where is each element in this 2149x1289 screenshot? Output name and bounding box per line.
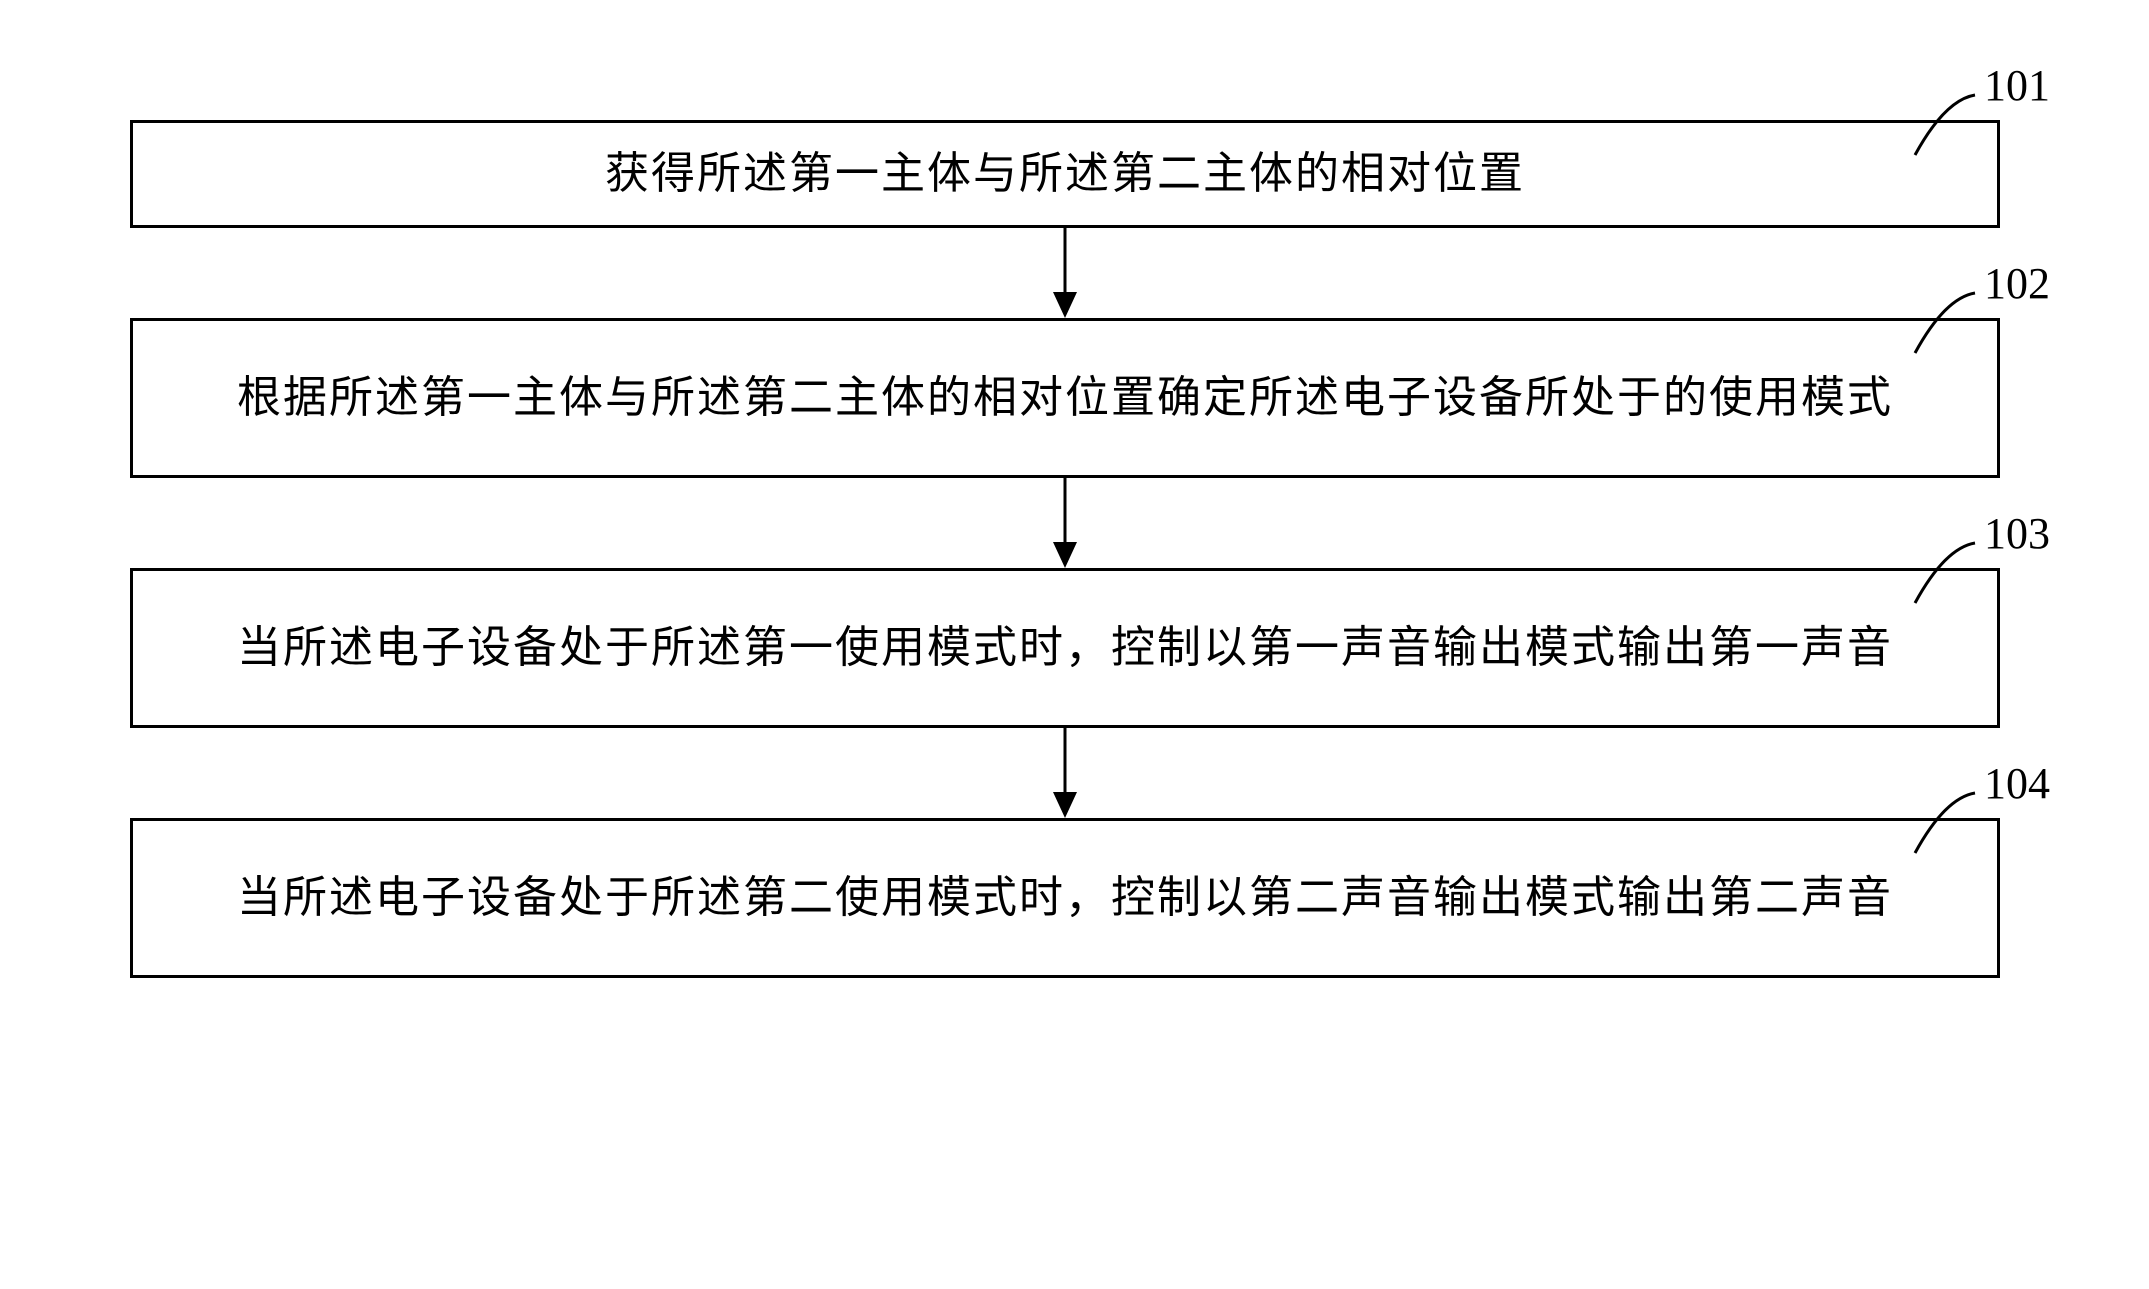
label-connector-arc xyxy=(1910,788,1980,858)
label-connector-arc xyxy=(1910,90,1980,160)
arrow-down-icon xyxy=(1045,228,1085,318)
step-box-102: 根据所述第一主体与所述第二主体的相对位置确定所述电子设备所处于的使用模式 xyxy=(130,318,2000,478)
step-text: 根据所述第一主体与所述第二主体的相对位置确定所述电子设备所处于的使用模式 xyxy=(237,365,1893,431)
flowchart-arrow xyxy=(130,478,2000,568)
step-text: 获得所述第一主体与所述第二主体的相对位置 xyxy=(605,141,1525,207)
flowchart-arrow xyxy=(130,728,2000,818)
step-box-103: 当所述电子设备处于所述第一使用模式时，控制以第一声音输出模式输出第一声音 xyxy=(130,568,2000,728)
step-text: 当所述电子设备处于所述第二使用模式时，控制以第二声音输出模式输出第二声音 xyxy=(237,865,1893,931)
step-text: 当所述电子设备处于所述第一使用模式时，控制以第一声音输出模式输出第一声音 xyxy=(237,615,1893,681)
step-box-104: 当所述电子设备处于所述第二使用模式时，控制以第二声音输出模式输出第二声音 xyxy=(130,818,2000,978)
flowchart-step: 102 根据所述第一主体与所述第二主体的相对位置确定所述电子设备所处于的使用模式 xyxy=(130,318,2020,478)
flowchart-arrow xyxy=(130,228,2000,318)
flowchart-step: 101 获得所述第一主体与所述第二主体的相对位置 xyxy=(130,120,2020,228)
label-connector-arc xyxy=(1910,288,1980,358)
step-label: 103 xyxy=(1984,508,2050,559)
arrow-down-icon xyxy=(1045,478,1085,568)
step-box-101: 获得所述第一主体与所述第二主体的相对位置 xyxy=(130,120,2000,228)
step-label: 104 xyxy=(1984,758,2050,809)
label-connector-arc xyxy=(1910,538,1980,608)
flowchart-container: 101 获得所述第一主体与所述第二主体的相对位置 102 根据所述第一主体与所述… xyxy=(130,120,2020,978)
flowchart-step: 104 当所述电子设备处于所述第二使用模式时，控制以第二声音输出模式输出第二声音 xyxy=(130,818,2020,978)
flowchart-step: 103 当所述电子设备处于所述第一使用模式时，控制以第一声音输出模式输出第一声音 xyxy=(130,568,2020,728)
step-label: 101 xyxy=(1984,60,2050,111)
step-label: 102 xyxy=(1984,258,2050,309)
arrow-down-icon xyxy=(1045,728,1085,818)
